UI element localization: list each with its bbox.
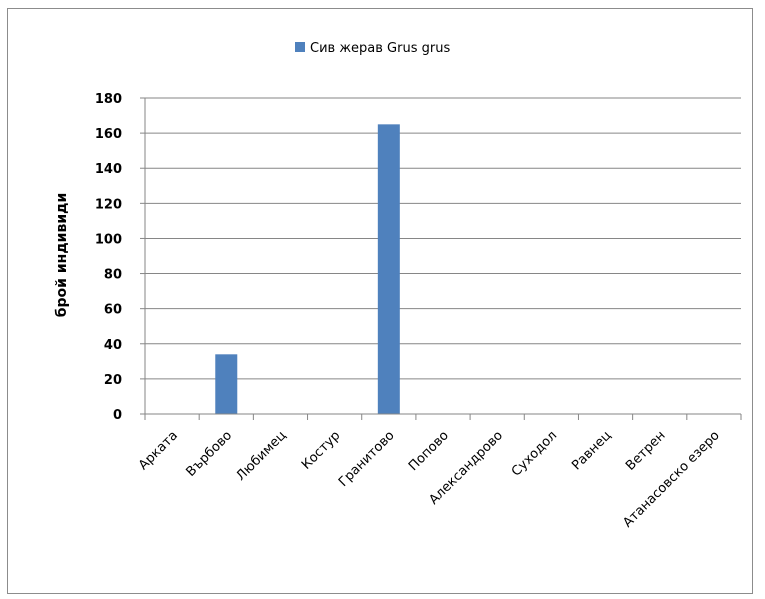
y-axis-ticks [140, 97, 145, 415]
y-tick-label: 20 [104, 373, 122, 388]
y-tick-label: 0 [113, 408, 122, 423]
x-category-label: Костур [299, 428, 343, 472]
y-axis-tick-labels: 0 20 40 60 80 100 120 140 160 180 [95, 92, 122, 423]
y-tick-label: 100 [95, 232, 122, 247]
x-category-label: Попово [406, 428, 452, 474]
y-tick-label: 120 [95, 197, 122, 212]
legend-label: Сив жерав Grus grus [310, 41, 450, 56]
x-category-label: Ветрен [623, 428, 668, 473]
legend: Сив жерав Grus grus [295, 41, 450, 56]
x-category-label: Равнец [569, 428, 614, 473]
y-tick-label: 160 [95, 127, 122, 142]
x-category-label: Суходол [509, 428, 560, 479]
x-category-label: Върбово [184, 428, 236, 480]
y-axis-title: брой индивиди [54, 193, 70, 317]
y-tick-label: 180 [95, 92, 122, 107]
x-axis-ticks [144, 414, 742, 420]
legend-swatch [295, 42, 305, 52]
x-category-label: Арката [136, 428, 181, 473]
x-category-label: Гранитово [336, 428, 398, 490]
y-tick-label: 40 [104, 338, 122, 353]
bar [215, 354, 238, 414]
y-tick-label: 60 [104, 303, 122, 318]
bars [215, 124, 400, 414]
gridlines [145, 97, 741, 380]
y-tick-label: 140 [95, 162, 122, 177]
bar [377, 124, 400, 414]
x-category-label: Любимец [234, 428, 290, 484]
y-tick-label: 80 [104, 268, 122, 283]
x-category-label: Атанасовско езеро [620, 428, 722, 530]
